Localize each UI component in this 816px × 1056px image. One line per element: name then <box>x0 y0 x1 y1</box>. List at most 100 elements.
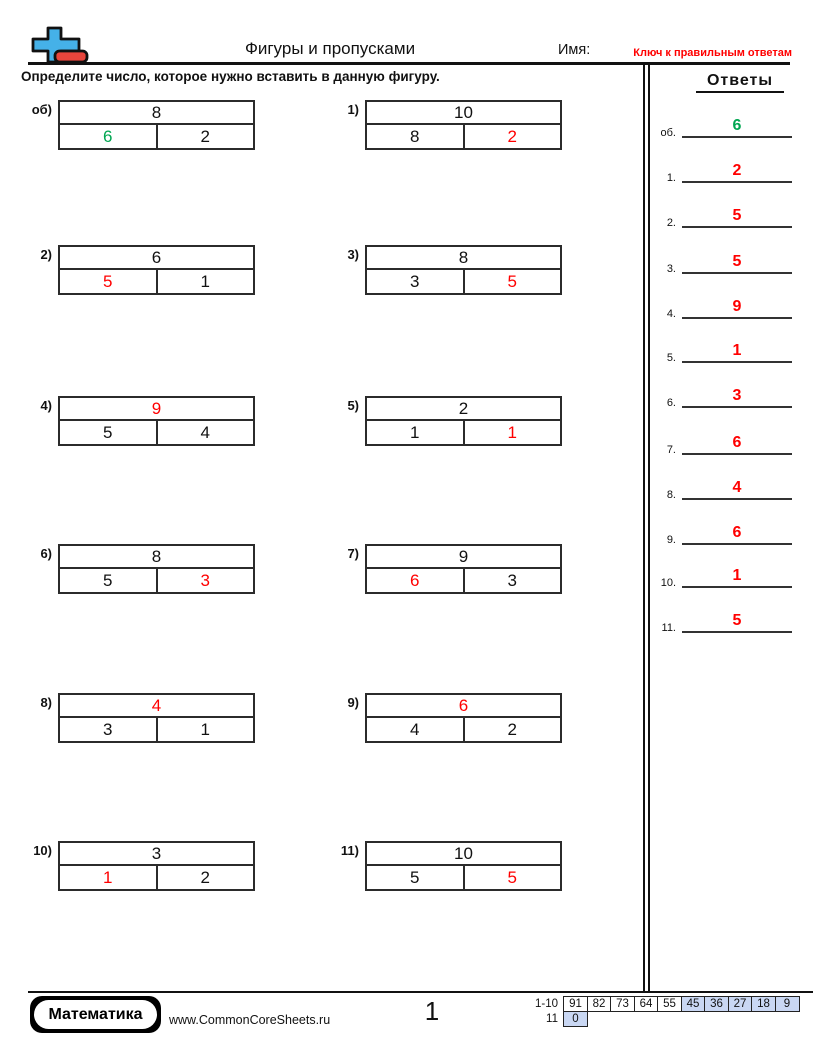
bond-total-cell: 8 <box>367 247 560 270</box>
answer-value: 2 <box>732 162 742 179</box>
score-table: 1-10 91 82 73 64 55 45 36 27 18 9 11 0 <box>516 996 800 1027</box>
problem: 10) 3 1 2 <box>12 841 255 891</box>
bond-left-value: 6 <box>410 570 420 590</box>
answer-label: 6. <box>666 397 676 409</box>
answer-label: 5. <box>666 352 676 364</box>
score-cell: 73 <box>610 996 635 1012</box>
name-label: Имя: <box>558 42 591 58</box>
bond-part-left: 4 <box>367 718 465 741</box>
bond-left-value: 6 <box>103 126 113 146</box>
answer-label: 4. <box>666 308 676 320</box>
answer-value: 6 <box>732 434 742 451</box>
bond-part-left: 5 <box>60 569 158 592</box>
number-bond-table: 2 1 1 <box>365 396 562 446</box>
bond-part-left: 6 <box>60 125 158 148</box>
problem: 9) 6 4 2 <box>319 693 562 743</box>
problem: 2) 6 5 1 <box>12 245 255 295</box>
score-row-label: 1-10 <box>534 998 558 1010</box>
bond-right-value: 3 <box>507 570 517 590</box>
number-bond-table: 10 5 5 <box>365 841 562 891</box>
bond-part-right: 2 <box>158 125 254 148</box>
bond-left-value: 5 <box>103 422 113 442</box>
answer-value: 3 <box>732 387 742 404</box>
bond-left-value: 5 <box>103 570 113 590</box>
bond-total-value: 6 <box>458 695 469 715</box>
answer-label: 8. <box>666 489 676 501</box>
score-cell: 45 <box>680 996 706 1012</box>
answer-value: 4 <box>732 479 742 496</box>
bond-part-right: 3 <box>158 569 254 592</box>
problem-label: 1) <box>347 102 359 117</box>
bond-left-value: 3 <box>410 271 420 291</box>
answer-line: 4 <box>682 480 792 500</box>
bond-part-left: 8 <box>367 125 465 148</box>
answers-column-separator <box>643 65 650 992</box>
bond-part-right: 1 <box>465 421 561 444</box>
answer-line: 5 <box>682 208 792 228</box>
answer-label: 3. <box>666 263 676 275</box>
bond-total-cell: 8 <box>60 102 253 125</box>
matematika-logo-text: Математика <box>34 1000 157 1029</box>
problem-label: 5) <box>347 398 359 413</box>
bond-total-cell: 9 <box>367 546 560 569</box>
bond-part-right: 4 <box>158 421 254 444</box>
number-bond-table: 8 3 5 <box>365 245 562 295</box>
answer-row: 7. 6 <box>652 434 792 456</box>
instruction-text: Определите число, которое нужно вставить… <box>21 69 440 84</box>
bond-part-left: 5 <box>60 270 158 293</box>
number-bond-table: 9 5 4 <box>58 396 255 446</box>
answer-row: 10. 1 <box>652 568 792 589</box>
score-row-1: 1-10 91 82 73 64 55 45 36 27 18 9 <box>516 996 800 1012</box>
answer-row: 3. 5 <box>652 253 792 275</box>
number-bond-table: 3 1 2 <box>58 841 255 891</box>
problem-label: 2) <box>40 247 52 262</box>
bond-part-left: 1 <box>367 421 465 444</box>
bond-right-value: 2 <box>200 867 210 887</box>
problem-label: 8) <box>40 695 52 710</box>
bond-part-right: 3 <box>465 569 561 592</box>
bond-total-value: 3 <box>151 843 162 863</box>
bond-left-value: 1 <box>103 867 113 887</box>
number-bond-table: 6 4 2 <box>365 693 562 743</box>
score-cell: 9 <box>774 996 800 1012</box>
worksheet-title: Фигуры и пропусками <box>244 39 416 58</box>
score-cell: 36 <box>704 996 729 1012</box>
problem-label: 6) <box>40 546 52 561</box>
number-bond-table: 4 3 1 <box>58 693 255 743</box>
bond-right-value: 5 <box>507 271 517 291</box>
bond-right-value: 3 <box>200 570 210 590</box>
bond-right-value: 2 <box>507 719 517 739</box>
header-rule <box>28 62 790 65</box>
bond-part-left: 1 <box>60 866 158 889</box>
bond-part-right: 2 <box>465 125 561 148</box>
answer-label: 11. <box>661 622 676 634</box>
bond-total-cell: 6 <box>367 695 560 718</box>
bond-part-right: 5 <box>465 866 561 889</box>
bond-part-left: 6 <box>367 569 465 592</box>
bond-total-cell: 2 <box>367 398 560 421</box>
bond-left-value: 5 <box>410 867 420 887</box>
answer-key-label: Ключ к правильным ответам <box>633 47 792 59</box>
answer-row: 1. 2 <box>652 162 792 184</box>
score-cell: 0 <box>563 1010 588 1027</box>
answer-row: 5. 1 <box>652 343 792 364</box>
answer-row: 11. 5 <box>652 613 792 634</box>
problem: 6) 8 5 3 <box>12 544 255 594</box>
bond-total-cell: 3 <box>60 843 253 866</box>
number-bond-table: 8 6 2 <box>58 100 255 150</box>
answer-value: 5 <box>732 253 742 270</box>
bond-total-cell: 8 <box>60 546 253 569</box>
score-cell: 82 <box>586 996 612 1012</box>
bond-left-value: 3 <box>103 719 113 739</box>
problem: 11) 10 5 5 <box>319 841 562 891</box>
bond-right-value: 4 <box>200 422 210 442</box>
score-cell: 64 <box>633 996 659 1012</box>
number-bond-table: 8 5 3 <box>58 544 255 594</box>
bond-total-value: 10 <box>454 843 473 863</box>
number-bond-table: 10 8 2 <box>365 100 562 150</box>
bond-total-value: 8 <box>151 102 162 122</box>
problem: об) 8 6 2 <box>12 100 255 150</box>
bond-part-left: 3 <box>367 270 465 293</box>
answer-row: 4. 9 <box>652 299 792 320</box>
